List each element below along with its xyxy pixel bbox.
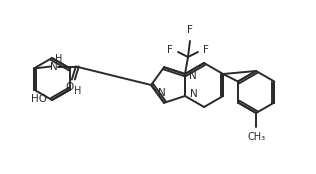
- Text: N: N: [190, 89, 198, 99]
- Text: N: N: [189, 71, 197, 81]
- Text: F: F: [187, 25, 193, 35]
- Text: H: H: [55, 54, 63, 65]
- Text: CH₃: CH₃: [247, 132, 265, 142]
- Text: N: N: [50, 61, 58, 72]
- Text: F: F: [167, 45, 173, 55]
- Text: HO: HO: [31, 93, 47, 104]
- Text: O: O: [66, 82, 74, 93]
- Text: F: F: [203, 45, 209, 55]
- Text: H: H: [74, 86, 82, 97]
- Text: N: N: [158, 88, 166, 98]
